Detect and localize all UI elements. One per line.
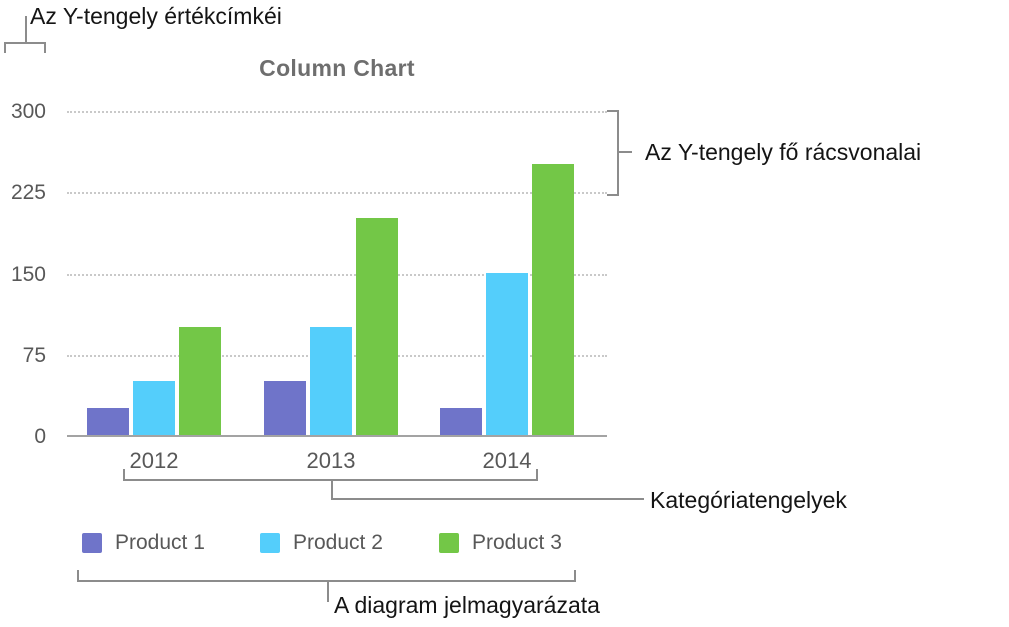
y-value-labels-bracket xyxy=(4,42,46,53)
category-axes-bracket-connector xyxy=(331,481,644,500)
bar-product-2-2014 xyxy=(486,272,528,435)
bar-product-3-2013 xyxy=(356,218,398,435)
legend-bracket xyxy=(77,570,576,582)
legend-item: Product 3 xyxy=(439,531,562,554)
bar-product-1-2014 xyxy=(440,407,482,435)
legend-item: Product 1 xyxy=(82,531,205,554)
x-axis-line xyxy=(67,435,607,437)
bar-product-1-2012 xyxy=(87,407,129,435)
legend-label: Product 3 xyxy=(472,531,562,554)
bar-product-2-2012 xyxy=(133,380,175,435)
bar-product-3-2014 xyxy=(532,164,574,435)
legend-swatch xyxy=(439,533,459,553)
y-gridlines-bracket-nub xyxy=(619,151,632,153)
plot-area xyxy=(67,111,607,437)
y-axis-tick-label: 0 xyxy=(34,425,46,448)
y-value-labels-annotation: Az Y-tengely értékcímkéi xyxy=(30,3,282,29)
y-axis-tick-label: 150 xyxy=(10,262,46,286)
legend-label: Product 1 xyxy=(115,531,205,554)
y-axis-tick-label: 75 xyxy=(22,343,46,367)
legend-bracket-stem xyxy=(327,582,329,602)
bar-product-3-2012 xyxy=(179,326,221,435)
legend-item: Product 2 xyxy=(260,531,383,554)
chart-title: Column Chart xyxy=(259,55,415,81)
y-gridline xyxy=(67,192,607,195)
y-gridline xyxy=(67,273,607,276)
legend-swatch xyxy=(82,533,102,553)
y-gridlines-annotation: Az Y-tengely fő rácsvonalai xyxy=(645,139,922,165)
y-gridlines-bracket xyxy=(607,110,619,196)
legend-annotation: A diagram jelmagyarázata xyxy=(334,592,600,618)
bar-product-2-2013 xyxy=(310,326,352,435)
y-axis-tick-label: 225 xyxy=(10,181,46,205)
y-value-labels-bracket-stem xyxy=(25,16,27,43)
legend-label: Product 2 xyxy=(293,531,383,554)
y-axis-tick-label: 300 xyxy=(10,100,46,123)
legend-swatch xyxy=(260,533,280,553)
bar-product-1-2013 xyxy=(264,380,306,435)
y-gridline xyxy=(67,111,607,113)
category-axes-bracket xyxy=(123,469,538,481)
category-axes-annotation: Kategóriatengelyek xyxy=(650,487,847,513)
